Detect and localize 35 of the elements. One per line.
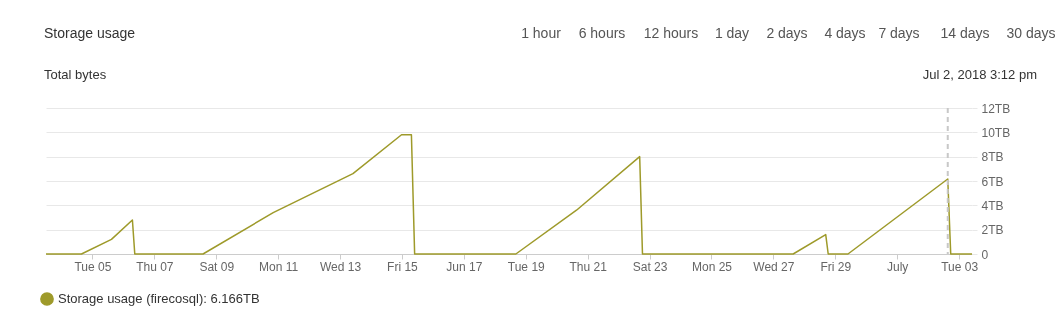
text: Storage usage bbox=[44, 25, 136, 41]
text: 14 days bbox=[940, 25, 990, 41]
text: 1 day bbox=[714, 25, 750, 41]
y-tick-label: 10TB bbox=[981, 125, 1011, 140]
y-axis-title: Total bytes bbox=[44, 67, 107, 82]
y-tick-label: 12TB bbox=[981, 101, 1011, 116]
x-tick-label: Tue 03 bbox=[941, 259, 979, 274]
y-tick-label: 4TB bbox=[981, 198, 1004, 213]
x-tick-label: Wed 13 bbox=[319, 259, 362, 274]
x-tick-label: Wed 27 bbox=[753, 259, 795, 274]
text: 2 days bbox=[766, 25, 808, 41]
y-tick-label: 6TB bbox=[981, 174, 1004, 189]
y-tick-label: 2TB bbox=[981, 223, 1004, 238]
y-tick-label: 8TB bbox=[981, 150, 1004, 165]
x-tick-label: Jun 17 bbox=[446, 259, 483, 274]
x-tick-label: Sat 09 bbox=[199, 259, 235, 274]
x-tick-label: Tue 05 bbox=[74, 259, 112, 274]
x-tick-label: Fri 15 bbox=[387, 259, 419, 274]
legend-label: Storage usage (firecosql): 6.166TB bbox=[58, 291, 260, 306]
text: 4 days bbox=[824, 25, 866, 41]
text: 7 days bbox=[878, 25, 920, 41]
x-tick-label: July bbox=[887, 259, 909, 274]
x-tick-label: Tue 19 bbox=[507, 259, 546, 274]
x-tick-label: Thu 21 bbox=[569, 259, 608, 274]
y-tick-label: 0 bbox=[981, 247, 989, 262]
x-tick-label: Thu 07 bbox=[136, 259, 174, 274]
text: 6 hours bbox=[578, 25, 626, 41]
x-tick-label: Mon 11 bbox=[259, 259, 299, 274]
text: 30 days bbox=[1006, 25, 1056, 41]
x-tick-label: Fri 29 bbox=[820, 259, 852, 274]
x-tick-label: Mon 25 bbox=[691, 259, 733, 274]
text: 12 hours bbox=[643, 25, 699, 41]
ref-line-label: Jul 2, 2018 3:12 pm bbox=[922, 67, 1037, 82]
text: 1 hour bbox=[521, 25, 562, 41]
x-tick-label: Sat 23 bbox=[632, 259, 668, 274]
